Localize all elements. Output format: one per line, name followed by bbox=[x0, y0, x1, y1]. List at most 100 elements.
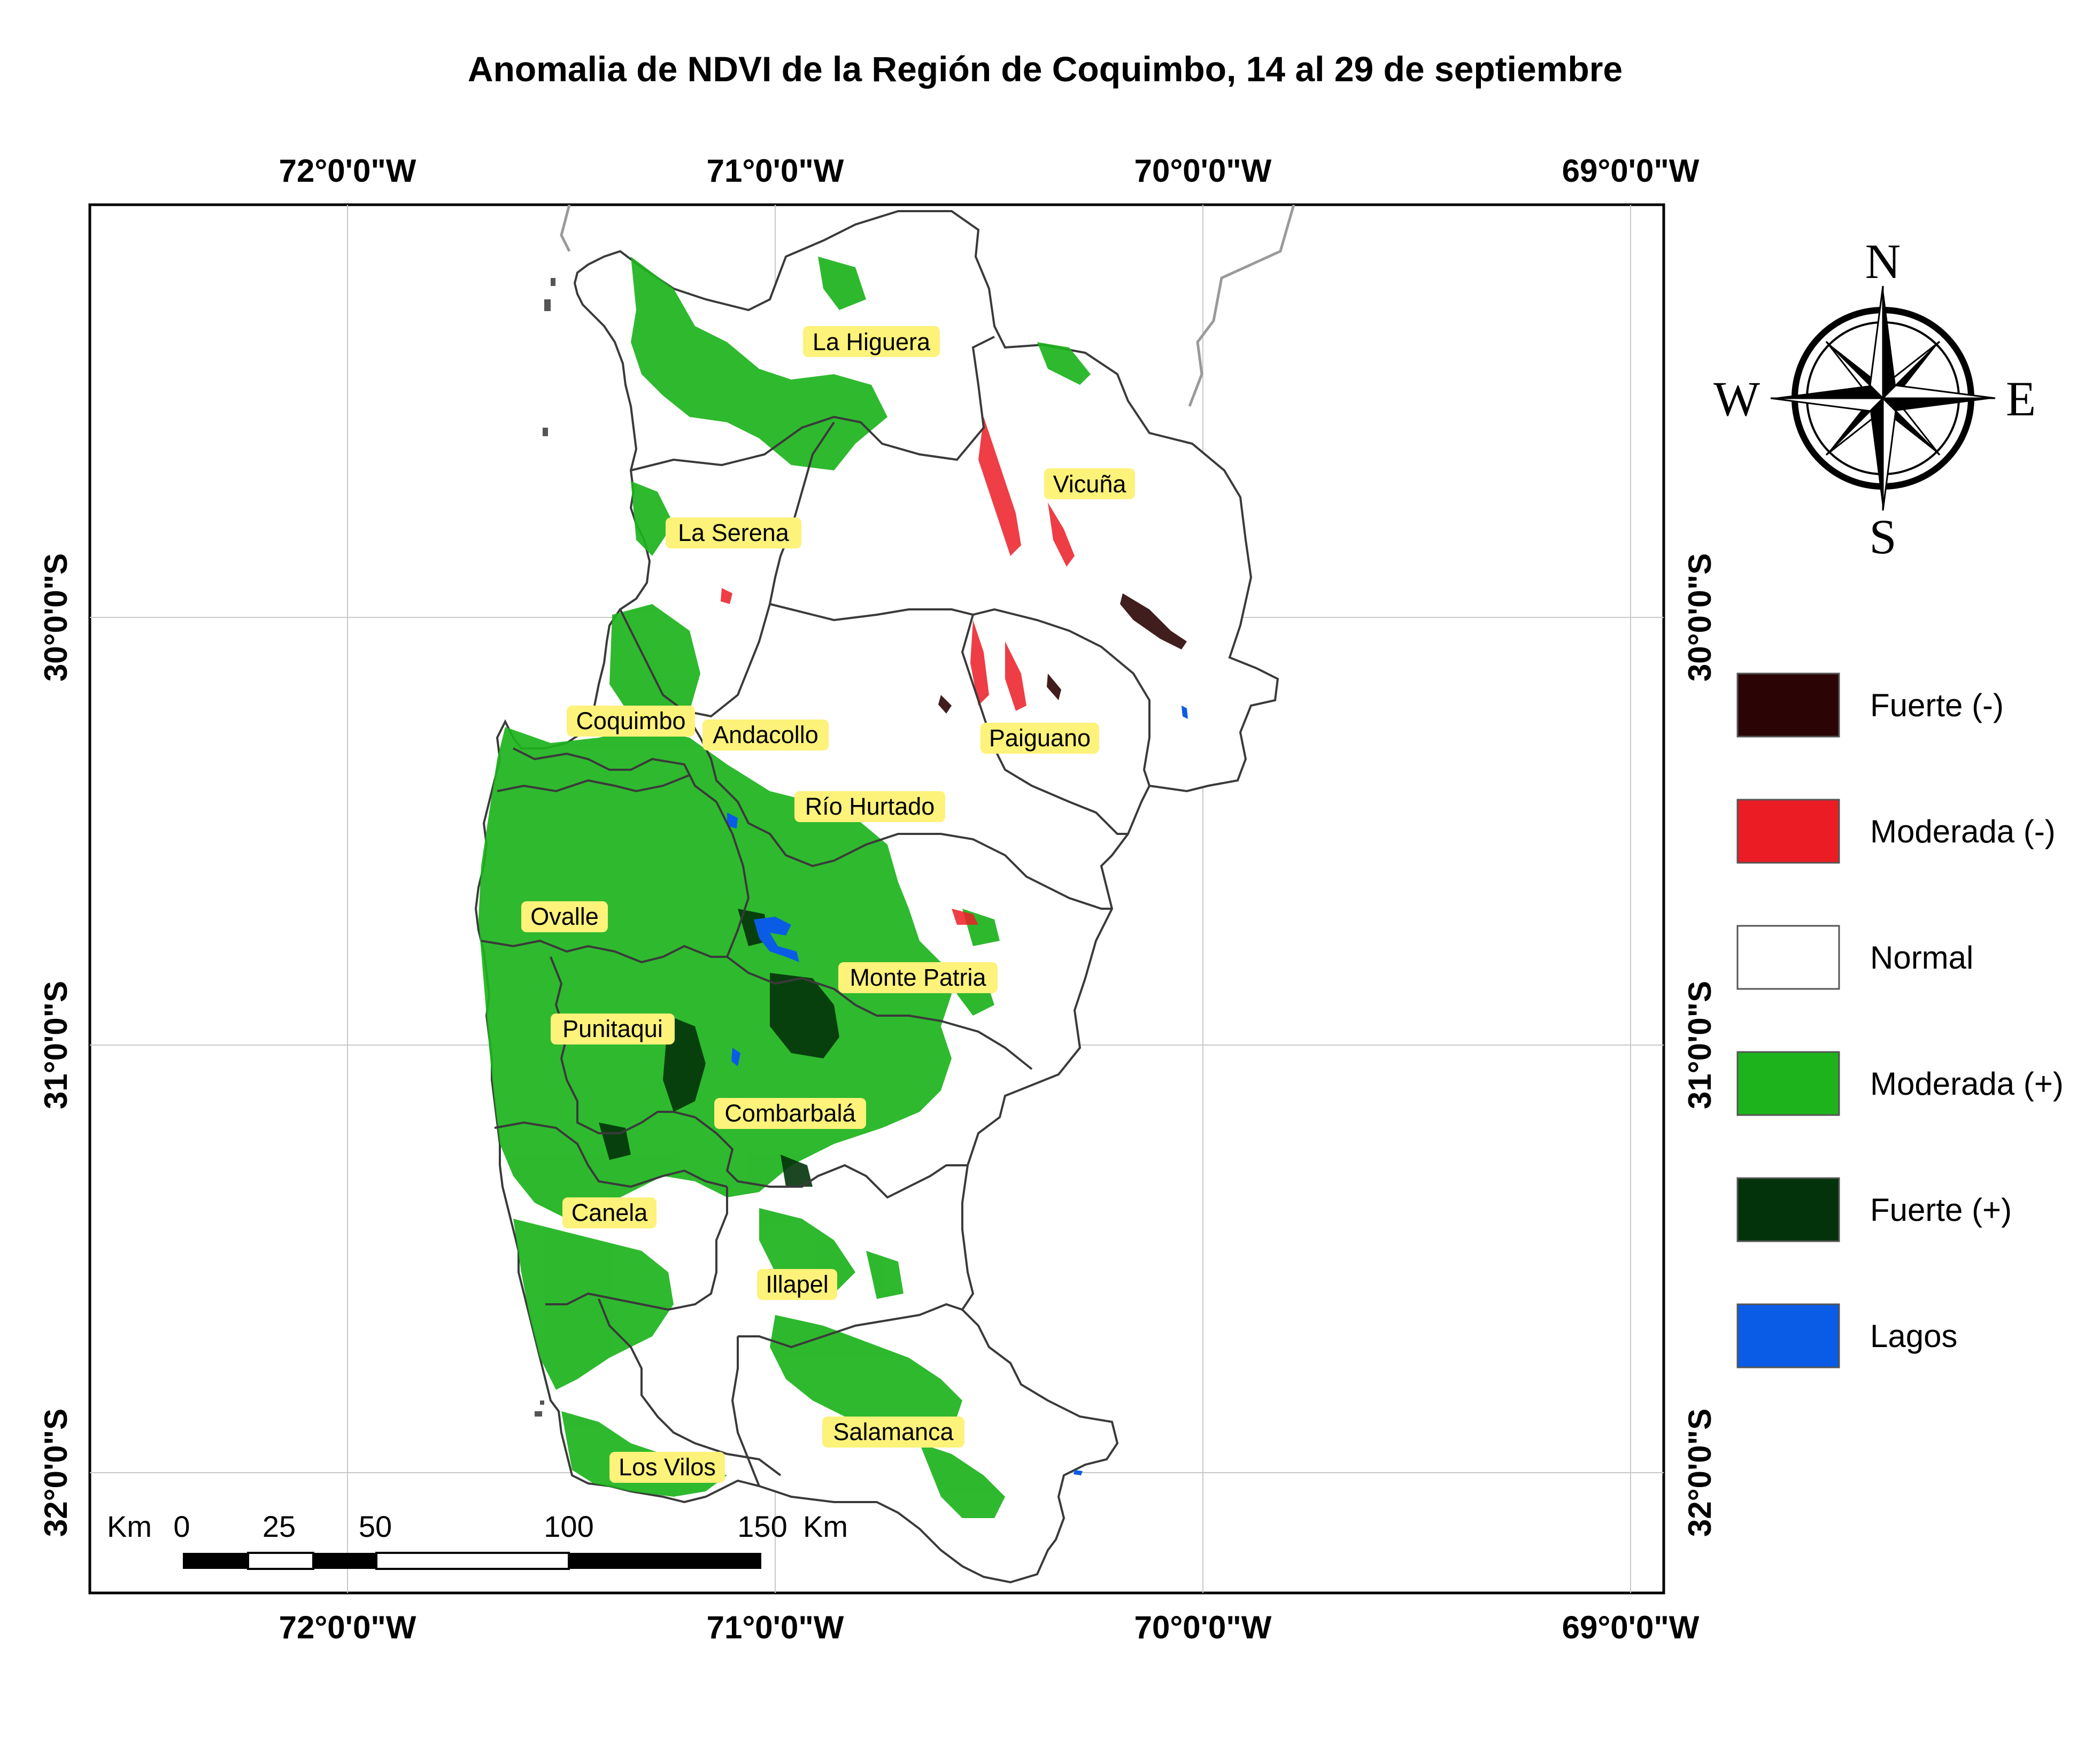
label-background bbox=[822, 1417, 964, 1448]
ndvi-patch bbox=[938, 695, 952, 714]
legend-swatch bbox=[1736, 799, 1840, 864]
lon-label: 69°0'0"W bbox=[1562, 153, 1700, 189]
island bbox=[543, 428, 548, 436]
lat-label: 30°0'0"S bbox=[38, 553, 74, 682]
lat-label: 31°0'0"S bbox=[38, 981, 74, 1109]
ndvi-patch bbox=[770, 973, 839, 1058]
scale-segment bbox=[183, 1553, 248, 1569]
label-background bbox=[714, 1098, 866, 1129]
ndvi-patch bbox=[970, 620, 989, 706]
commune-label-combarbala: Combarbalá bbox=[714, 1098, 866, 1129]
legend-label: Lagos bbox=[1870, 1318, 1957, 1354]
commune-label-punitaqui: Punitaqui bbox=[551, 1013, 675, 1045]
commune-label-la-higuera: La Higuera bbox=[803, 326, 940, 357]
lake-la-paloma bbox=[754, 917, 799, 962]
ndvi-patch bbox=[978, 417, 1021, 556]
northern-border bbox=[560, 205, 571, 252]
label-background bbox=[803, 326, 940, 357]
commune-label-andacollo: Andacollo bbox=[702, 719, 829, 751]
scale-tick-label: 0 bbox=[173, 1510, 190, 1543]
boundary-paiguano bbox=[961, 614, 1128, 835]
lon-label: 72°0'0"W bbox=[279, 1610, 416, 1645]
commune-label-la-serena: La Serena bbox=[666, 517, 801, 548]
lake-cogoti bbox=[731, 1048, 740, 1066]
label-background bbox=[666, 517, 801, 548]
ndvi-patch bbox=[818, 257, 866, 310]
legend-label: Moderada (-) bbox=[1870, 814, 2056, 849]
lon-labels-top: 72°0'0"W 71°0'0"W 70°0'0"W 69°0'0"W bbox=[279, 153, 1700, 189]
legend-swatch bbox=[1736, 1177, 1840, 1242]
scale-tick-label: 100 bbox=[544, 1510, 593, 1543]
scale-segment bbox=[375, 1552, 570, 1570]
label-background bbox=[521, 901, 608, 932]
commune-name: Andacollo bbox=[713, 721, 818, 748]
scale-tick-label: 25 bbox=[262, 1510, 296, 1543]
ndvi-patch bbox=[781, 1155, 813, 1187]
boundary-salamanca bbox=[738, 1303, 963, 1349]
ndvi-patch bbox=[1048, 502, 1075, 567]
legend-item: Moderada (+) bbox=[1736, 1051, 2064, 1116]
scale-tick-label: 50 bbox=[359, 1510, 392, 1543]
ndvi-patch bbox=[770, 1315, 962, 1443]
commune-name: Ovalle bbox=[530, 903, 599, 930]
scale-unit-right: Km bbox=[803, 1510, 848, 1543]
commune-labels: La Higuera Vicuña La Serena Coquimbo And… bbox=[521, 326, 1135, 1483]
commune-label-canela: Canela bbox=[562, 1197, 657, 1228]
label-background bbox=[1044, 468, 1135, 499]
label-background bbox=[562, 1197, 657, 1228]
legend-label: Fuerte (-) bbox=[1870, 687, 2004, 723]
commune-name: La Higuera bbox=[813, 328, 931, 355]
lon-label: 70°0'0"W bbox=[1134, 153, 1272, 189]
ndvi-patch bbox=[478, 727, 952, 1219]
commune-name: Río Hurtado bbox=[805, 793, 935, 820]
boundary-los-vilos bbox=[598, 1298, 782, 1476]
legend-label: Fuerte (+) bbox=[1870, 1192, 2012, 1228]
legend: Fuerte (-) Moderada (-) Normal Moderada … bbox=[1736, 672, 2064, 1368]
compass-point bbox=[1771, 385, 1883, 398]
offshore-islands bbox=[535, 278, 555, 1417]
label-background bbox=[702, 719, 829, 751]
label-background bbox=[609, 1452, 725, 1483]
lat-label: 32°0'0"S bbox=[1682, 1409, 1718, 1537]
commune-name: Paiguano bbox=[989, 724, 1091, 752]
commune-name: La Serena bbox=[678, 519, 790, 546]
boundary-combarbala bbox=[694, 1116, 968, 1199]
compass-point bbox=[1870, 398, 1883, 510]
commune-name: Salamanca bbox=[833, 1418, 954, 1445]
ndvi-patch bbox=[631, 257, 887, 470]
commune-name: Punitaqui bbox=[562, 1015, 663, 1042]
lon-labels-bottom: 72°0'0"W 71°0'0"W 70°0'0"W 69°0'0"W bbox=[279, 1610, 1700, 1645]
ndvi-strong-negative-areas bbox=[938, 593, 1187, 714]
compass-point bbox=[1869, 285, 1884, 400]
ndvi-patch bbox=[556, 1283, 604, 1342]
commune-name: Illapel bbox=[766, 1271, 829, 1298]
commune-label-salamanca: Salamanca bbox=[822, 1417, 964, 1448]
compass-cardinal-points bbox=[1770, 285, 1996, 511]
commune-name: Coquimbo bbox=[576, 707, 685, 734]
lake-puclaro bbox=[1182, 706, 1188, 719]
legend-item: Normal bbox=[1736, 925, 1973, 990]
lake-recoleta bbox=[727, 813, 738, 829]
scale-segment bbox=[313, 1553, 376, 1569]
island bbox=[540, 1401, 544, 1405]
boundary-ovalle-punitaqui bbox=[481, 939, 727, 964]
lon-label: 71°0'0"W bbox=[707, 1610, 844, 1645]
scale-bar: Km 0 25 50 100 150 Km bbox=[107, 1510, 848, 1570]
international-border bbox=[1188, 205, 1295, 407]
lake-salamanca bbox=[1074, 1470, 1083, 1475]
island bbox=[551, 278, 555, 286]
ndvi-patch bbox=[1037, 342, 1091, 385]
compass-north-label: N bbox=[1865, 234, 1901, 289]
boundary-salamanca-west bbox=[731, 1336, 760, 1487]
label-background bbox=[838, 962, 998, 993]
scale-unit-left: Km bbox=[107, 1510, 152, 1543]
legend-label: Normal bbox=[1870, 940, 1973, 976]
commune-label-ovalle: Ovalle bbox=[521, 901, 608, 932]
commune-label-paiguano: Paiguano bbox=[980, 723, 1099, 754]
legend-label: Moderada (+) bbox=[1870, 1066, 2064, 1102]
island bbox=[544, 299, 551, 311]
commune-name: Vicuña bbox=[1053, 470, 1127, 498]
compass-point bbox=[1881, 384, 1996, 399]
ndvi-patch bbox=[866, 1251, 904, 1299]
boundary-la-serena-south bbox=[619, 604, 771, 718]
